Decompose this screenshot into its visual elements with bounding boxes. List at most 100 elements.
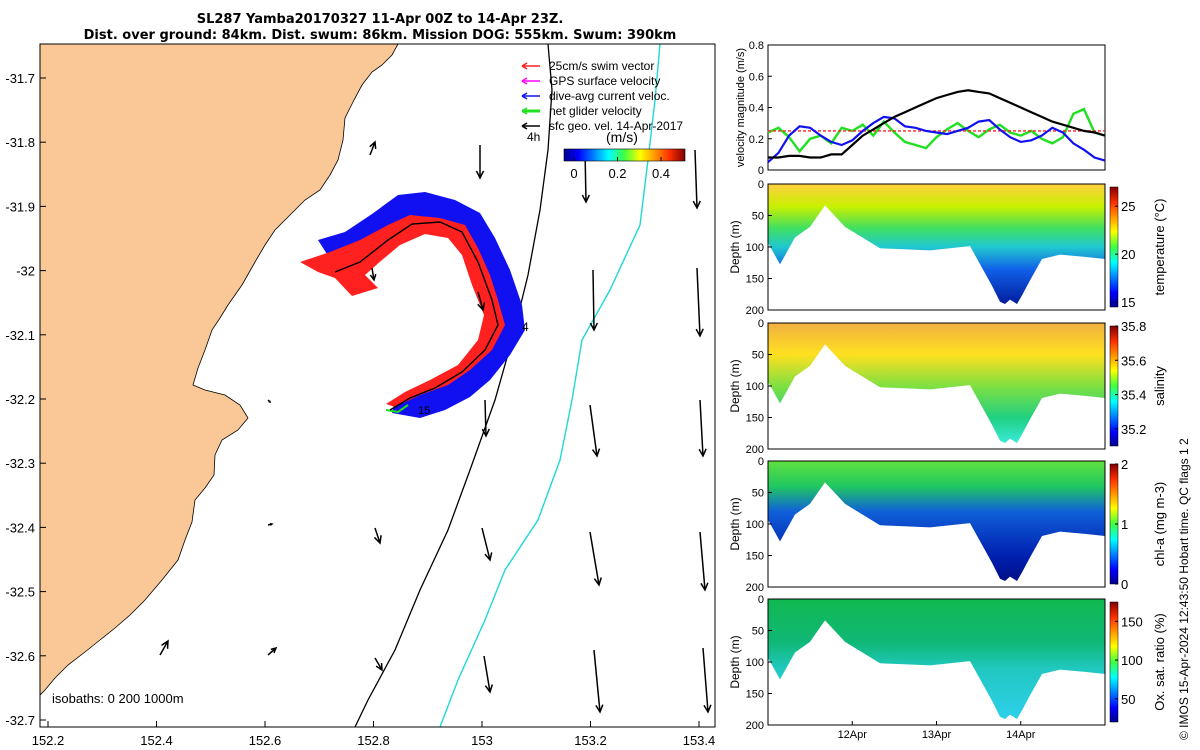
map-y-tick-label: -32.6 xyxy=(5,649,35,664)
colorbar-tick-label: 0.2 xyxy=(608,166,626,181)
legend-entry: dive-avg current veloc. xyxy=(521,89,670,103)
section-y-tick-label: 100 xyxy=(746,657,764,669)
velocity-y-tick-label: 0 xyxy=(758,165,764,177)
velocity-y-tick-label: 0.4 xyxy=(749,103,764,115)
isobath-200 xyxy=(354,44,553,727)
colorbar-tick-label: 100 xyxy=(1121,653,1143,668)
section-y-tick-label: 0 xyxy=(758,318,764,330)
velocity-y-axis-label: velocity magnitude (m/s) xyxy=(735,48,747,167)
colorbar-tick-label: 0 xyxy=(1121,577,1128,592)
colorbar-axis-label: Ox. sat. ratio (%) xyxy=(1152,613,1167,711)
map-y-tick-label: -32.5 xyxy=(5,585,35,600)
colorbar-tick-label: 35.6 xyxy=(1121,353,1146,368)
time-mark-label: 4h xyxy=(527,130,540,144)
sfc-geo-arrow xyxy=(699,531,709,592)
colorbar-axis-label: temperature (°C) xyxy=(1152,199,1167,296)
colorbar-tick-label: 15 xyxy=(1121,295,1135,310)
legend-entry-label: GPS surface velocity xyxy=(549,74,660,88)
velocity-plot-area xyxy=(767,44,1106,171)
colorbar-axis-label: salinity xyxy=(1152,366,1167,406)
credit-text: © IMOS 15-Apr-2024 12:43:50 Hobart time.… xyxy=(1177,438,1191,740)
section-panel: 0 50 100 150 200 Depth (m) 15 20 25 temperature (… xyxy=(730,179,1167,317)
sfc-geo-arrow xyxy=(374,657,383,672)
legend-entry: sfc geo. vel. 14-Apr-2017 xyxy=(521,119,683,133)
section-y-tick-label: 50 xyxy=(752,626,764,638)
map-x-tick-label: 153 xyxy=(471,733,493,748)
colorbar-tick-label: 35.4 xyxy=(1121,388,1146,403)
map-x-tick-label: 153.2 xyxy=(574,733,607,748)
sfc-geo-arrow xyxy=(589,404,601,458)
map-y-tick-label: -32.2 xyxy=(5,392,35,407)
section-y-tick-label: 100 xyxy=(746,381,764,393)
map-x-tick-label: 152.4 xyxy=(140,733,173,748)
map-y-tick-label: -32.4 xyxy=(5,520,35,535)
colorbar-tick-label: 2 xyxy=(1121,457,1128,472)
section-panel: 0 50 100 150 200 Depth (m) 35.2 35.4 35.6 35.8 sal… xyxy=(730,318,1167,456)
section-y-tick-label: 0 xyxy=(758,179,764,191)
colorbar-tick-label: 50 xyxy=(1121,692,1135,707)
legend-entry-label: net glider velocity xyxy=(549,104,642,118)
map-x-tick-label: 152.8 xyxy=(357,733,390,748)
velocity-series-line xyxy=(768,89,1106,159)
isobaths-label: isobaths: 0 200 1000m xyxy=(52,691,184,706)
velocity-series-line xyxy=(767,115,1106,164)
legend-entry-label: sfc geo. vel. 14-Apr-2017 xyxy=(549,119,683,133)
chart-title: SL287 Yamba20170327 11-Apr 00Z to 14-Apr… xyxy=(196,12,564,27)
section-x-tick-label: 14Apr xyxy=(1006,729,1036,741)
colorbar-tick-label: 0.4 xyxy=(652,166,670,181)
legend-entry-label: 25cm/s swim vector xyxy=(549,59,654,73)
section-panel: 0 50 100 150 200 Depth (m) 50 100 150 Ox. sat. ra… xyxy=(730,594,1167,741)
track-swim-red xyxy=(300,215,505,407)
map-y-tick-label: -31.9 xyxy=(5,199,35,214)
section-y-axis-label: Depth (m) xyxy=(730,497,742,550)
section-y-tick-label: 200 xyxy=(746,582,764,594)
sfc-geo-arrow xyxy=(267,522,274,526)
sfc-geo-arrow xyxy=(589,269,599,332)
colorbar-tick-label: 35.2 xyxy=(1121,422,1146,437)
sfc-geo-arrow xyxy=(267,646,278,656)
velocity-y-tick-label: 0.8 xyxy=(749,40,764,52)
colorbar-tick-label: 150 xyxy=(1121,614,1143,629)
section-y-tick-label: 0 xyxy=(758,456,764,468)
legend-entry: 25cm/s swim vector xyxy=(521,59,654,73)
section-y-tick-label: 100 xyxy=(746,242,764,254)
colorbar-axis-label: chl-a (mg m-3) xyxy=(1152,482,1167,567)
section-y-tick-label: 150 xyxy=(746,413,764,425)
speed-colorbar xyxy=(563,148,686,162)
section-x-tick-label: 13Apr xyxy=(922,729,952,741)
section-y-axis-label: Depth (m) xyxy=(730,635,742,688)
section-colorbar xyxy=(1109,186,1119,308)
section-colorbar xyxy=(1109,325,1119,447)
sfc-geo-arrow xyxy=(369,267,377,282)
sfc-geo-arrow xyxy=(695,267,704,338)
colorbar-tick-label: 35.8 xyxy=(1121,319,1146,334)
legend-entry-label: dive-avg current veloc. xyxy=(549,89,670,103)
section-y-tick-label: 50 xyxy=(752,350,764,362)
map-y-tick-label: -31.7 xyxy=(5,71,35,86)
sfc-geo-arrow xyxy=(477,291,486,312)
sfc-geo-arrow xyxy=(589,531,602,587)
sfc-geo-arrow xyxy=(159,639,169,656)
colorbar-label: (m/s) xyxy=(606,129,638,145)
section-y-axis-label: Depth (m) xyxy=(730,359,742,412)
map-y-tick-label: -32.3 xyxy=(5,456,35,471)
section-y-tick-label: 200 xyxy=(746,720,764,732)
section-y-tick-label: 150 xyxy=(746,689,764,701)
sfc-geo-arrow xyxy=(475,145,485,180)
colorbar-tick-label: 25 xyxy=(1121,199,1135,214)
section-y-tick-label: 200 xyxy=(746,305,764,317)
map-y-tick-label: -32 xyxy=(16,264,35,279)
section-y-tick-label: 100 xyxy=(746,519,764,531)
velocity-y-tick-label: 0.2 xyxy=(749,134,764,146)
colorbar-tick-label: 0 xyxy=(570,166,577,181)
sfc-geo-arrow xyxy=(373,527,382,545)
section-y-tick-label: 50 xyxy=(752,211,764,223)
section-y-tick-label: 0 xyxy=(758,594,764,606)
map-x-tick-label: 152.6 xyxy=(249,733,282,748)
land-area xyxy=(40,44,399,696)
section-x-tick-label: 12Apr xyxy=(838,729,868,741)
map-y-tick-label: -32.1 xyxy=(5,328,35,343)
section-y-tick-label: 150 xyxy=(746,551,764,563)
